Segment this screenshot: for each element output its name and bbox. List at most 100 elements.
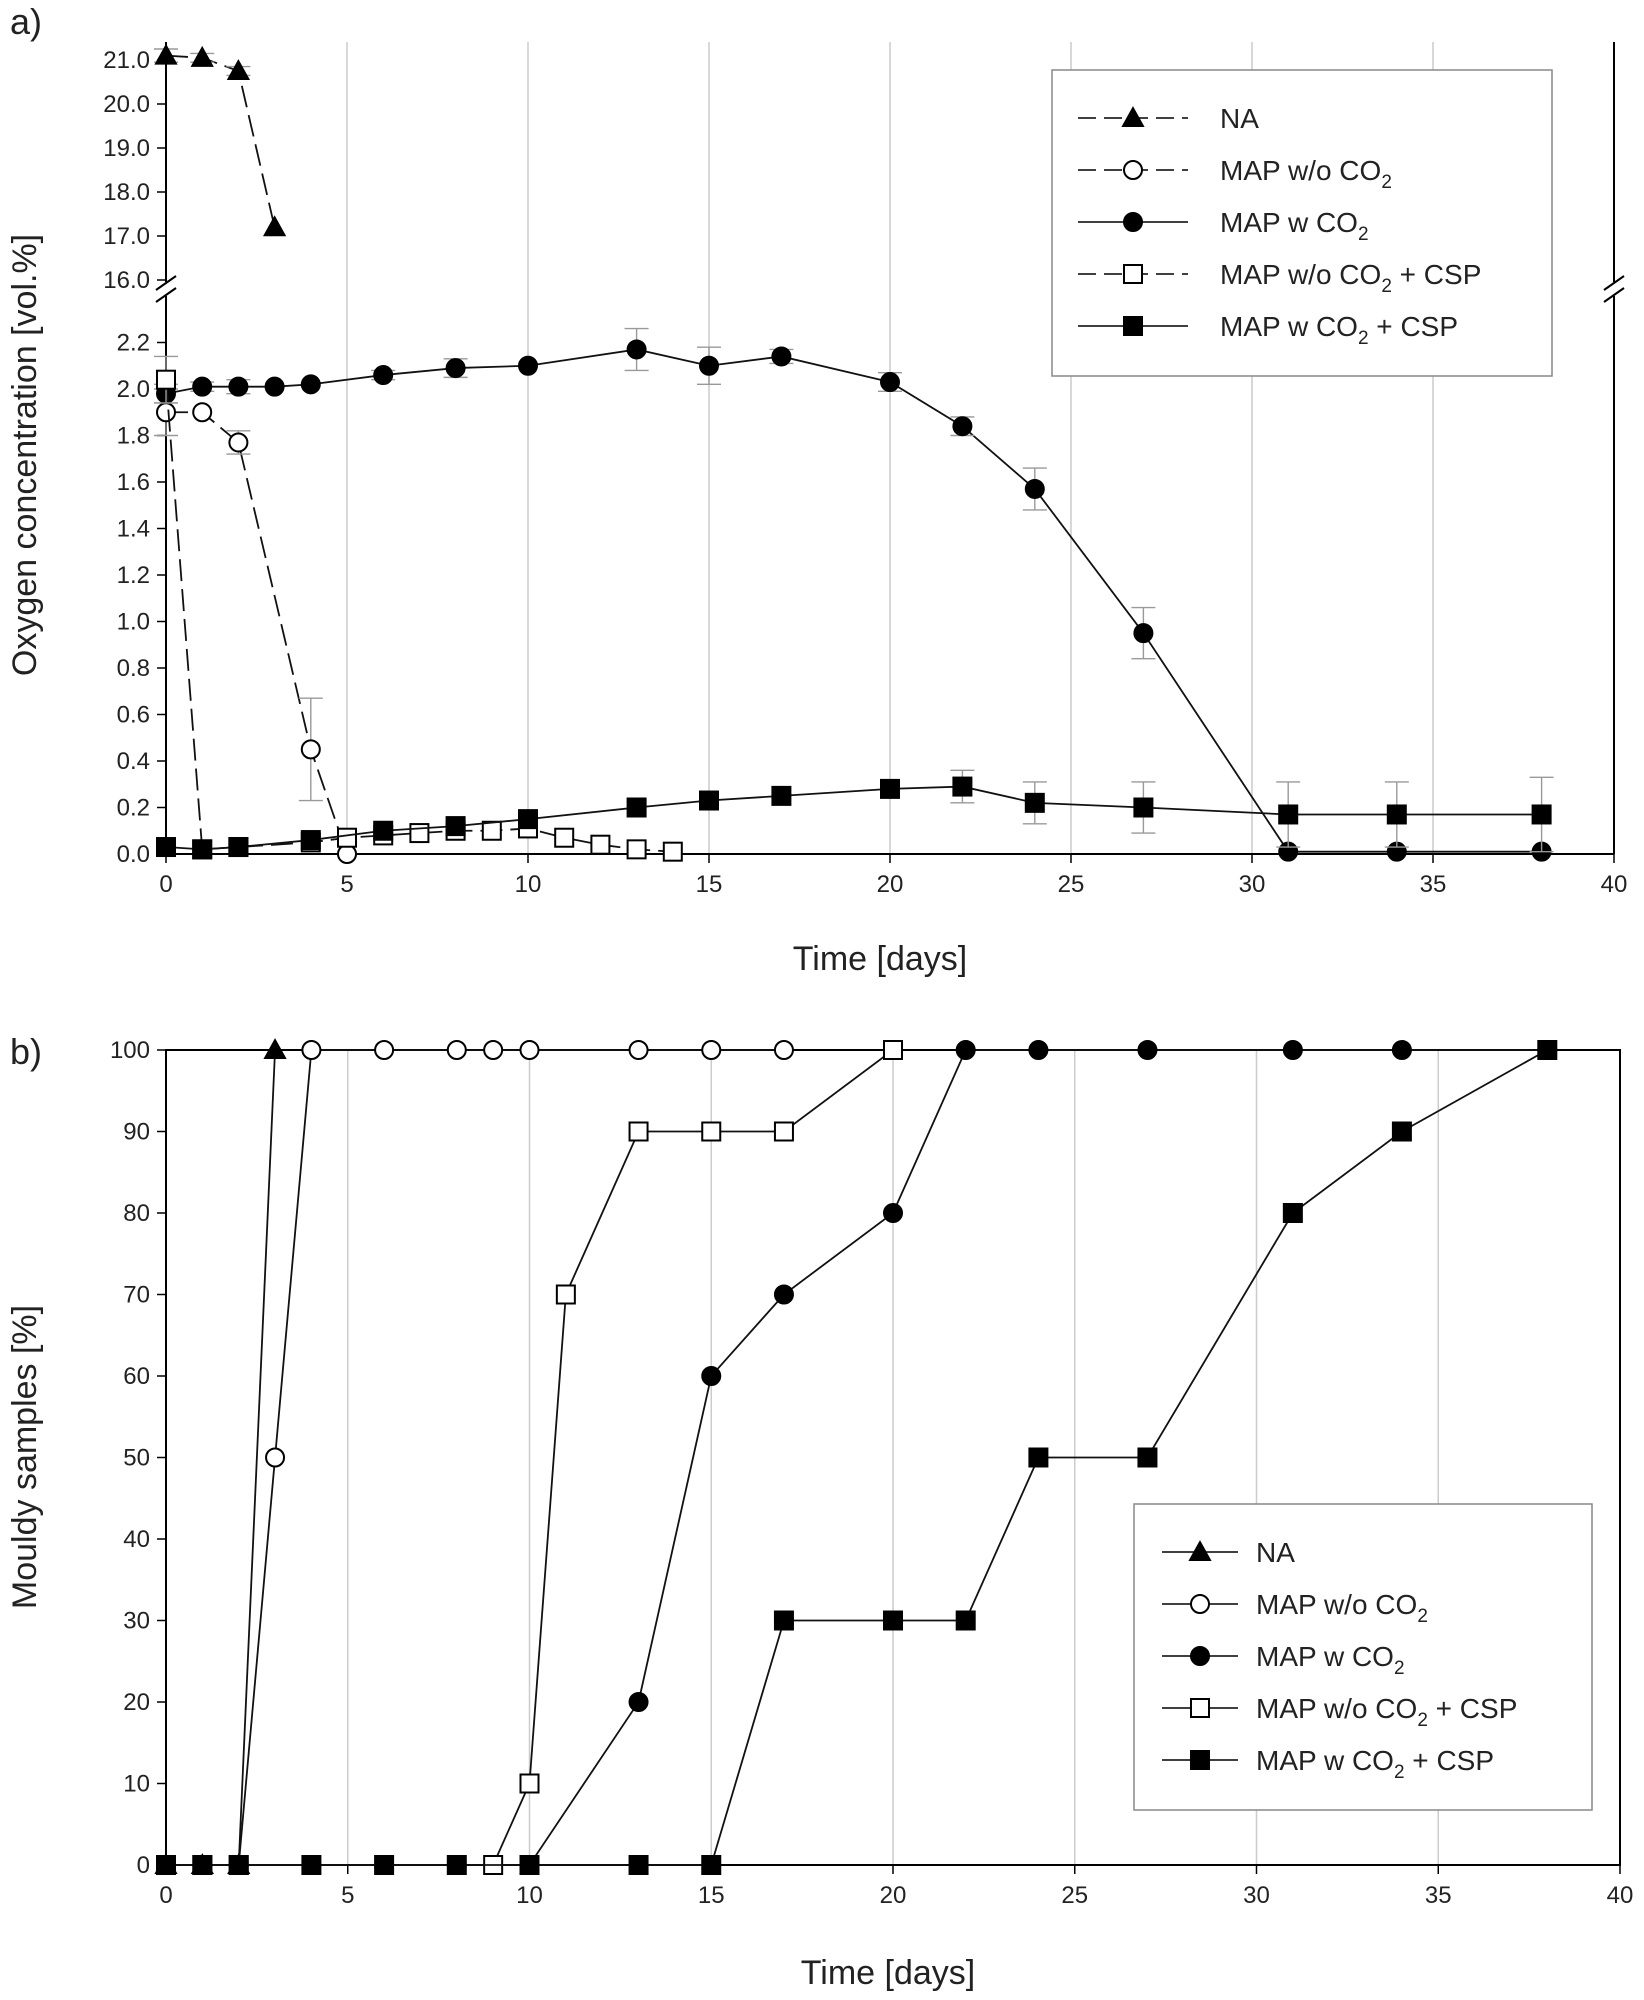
legend-entry-2: MAP w CO2 (1078, 207, 1369, 245)
series-a-0 (154, 43, 287, 237)
data-point (626, 797, 647, 818)
data-point (519, 1040, 540, 1060)
data-point (1133, 623, 1154, 644)
data-point (1391, 1040, 1412, 1060)
data-point (265, 1447, 286, 1468)
data-point (701, 1040, 722, 1060)
x-axis-title-a: Time [days] (793, 940, 967, 978)
data-point (263, 1038, 287, 1060)
data-point (773, 1284, 794, 1305)
plot-b: 0 5 10 15 20 25 30 35 40 0 10 20 30 40 50 60 70 80 90 100 NA… (110, 1037, 1633, 1909)
data-point (701, 1366, 722, 1386)
axis-break-gap-left (154, 282, 178, 296)
x-tick-label-a: 0 (159, 871, 172, 898)
y-tick-label-b: 90 (123, 1119, 150, 1146)
legend-marker (1123, 316, 1143, 336)
x-tick-label-b: 40 (1607, 1882, 1634, 1909)
data-point (262, 215, 287, 237)
data-point (1133, 797, 1154, 818)
panel-label-b: b) (10, 1031, 42, 1072)
data-point (1282, 1203, 1303, 1223)
legend-label: MAP w/o CO2 (1256, 1589, 1428, 1627)
data-point (481, 820, 502, 841)
legend-marker (1121, 106, 1145, 128)
legend-entry-1: MAP w/o CO2 (1162, 1589, 1428, 1627)
legend-entry-2: MAP w CO2 (1162, 1641, 1405, 1679)
data-point (880, 372, 900, 393)
axis-break-gap-right (1602, 282, 1626, 296)
legend-entry-4: MAP w CO2 + CSP (1078, 311, 1458, 349)
legend-b: NA MAP w/o CO2 MAP w CO2 MAP w/o CO2 + CSP M… (1133, 1503, 1593, 1811)
data-point (1386, 804, 1407, 825)
legend-label: NA (1220, 103, 1259, 134)
data-point (590, 834, 611, 855)
data-point (1391, 1121, 1412, 1142)
data-point (228, 376, 249, 397)
x-tick-label-a: 25 (1058, 871, 1085, 898)
y-tick-label-a: 2.2 (117, 330, 150, 357)
legend-marker (1123, 160, 1143, 180)
data-point (228, 432, 249, 453)
data-point (445, 358, 466, 379)
y-tick-label-b: 40 (123, 1526, 150, 1553)
y-tick-label-b: 30 (123, 1608, 150, 1635)
y-tick-label-b: 50 (123, 1445, 150, 1472)
data-point (771, 346, 792, 367)
legend-label: MAP w CO2 (1256, 1641, 1405, 1679)
legend-a: NA MAP w/o CO2 MAP w CO2 MAP w/o CO2 + CSP M… (1051, 69, 1553, 377)
data-point (626, 839, 647, 860)
data-point (1137, 1447, 1158, 1468)
x-tick-label-b: 10 (516, 1882, 543, 1909)
series-a-1 (154, 388, 357, 864)
data-point (154, 43, 178, 65)
y-tick-label-b: 80 (123, 1200, 150, 1227)
x-tick-label-b: 0 (159, 1882, 172, 1909)
data-point (1282, 1040, 1303, 1060)
data-point (1278, 804, 1299, 825)
data-point (409, 823, 430, 844)
legend-label: MAP w/o CO2 (1220, 155, 1392, 193)
data-point (955, 1610, 976, 1631)
y-tick-label-b: 70 (123, 1282, 150, 1309)
y-tick-label-a: 18.0 (103, 179, 150, 206)
data-point (228, 1855, 249, 1875)
data-point (518, 355, 538, 376)
panel-label-a: a) (10, 1, 42, 42)
y-tick-label-a: 2.0 (117, 376, 150, 403)
series-a-2 (154, 327, 1552, 862)
legend-entry-1: MAP w/o CO2 (1078, 155, 1392, 193)
data-point (883, 1040, 903, 1060)
series-b-4 (156, 1040, 1558, 1875)
data-point (228, 837, 249, 858)
x-tick-label-a: 30 (1239, 871, 1266, 898)
data-point (773, 1040, 794, 1060)
data-point (192, 402, 213, 423)
data-point (446, 1855, 467, 1875)
legend-marker (1190, 1594, 1210, 1614)
y-tick-label-a: 21.0 (103, 47, 150, 74)
data-point (701, 1121, 722, 1142)
legend-entry-3: MAP w/o CO2 + CSP (1162, 1693, 1517, 1731)
series-line (165, 348, 1542, 853)
y-tick-label-b: 60 (123, 1363, 150, 1390)
x-axis-title-b: Time [days] (801, 1954, 975, 1992)
y-tick-label-a: 1.6 (117, 469, 150, 496)
legend-marker (1123, 212, 1143, 232)
x-tick-label-b: 5 (341, 1882, 354, 1909)
y-tick-label-a: 0.0 (117, 841, 150, 868)
data-point (628, 1855, 649, 1875)
axis-break-left (155, 287, 177, 303)
data-point (190, 45, 214, 67)
y-tick-label-a: 0.8 (117, 655, 150, 682)
data-point (226, 59, 251, 81)
x-tick-label-b: 20 (880, 1882, 907, 1909)
data-point (519, 1855, 540, 1875)
y-tick-label-a: 1.2 (117, 562, 150, 589)
legend-entry-0: NA (1078, 103, 1259, 134)
data-point (483, 1040, 504, 1060)
legend-entry-4: MAP w CO2 + CSP (1162, 1745, 1494, 1783)
x-tick-label-a: 15 (696, 871, 723, 898)
data-point (519, 1773, 540, 1794)
data-point (555, 1284, 576, 1305)
y-tick-label-b: 10 (123, 1771, 150, 1798)
